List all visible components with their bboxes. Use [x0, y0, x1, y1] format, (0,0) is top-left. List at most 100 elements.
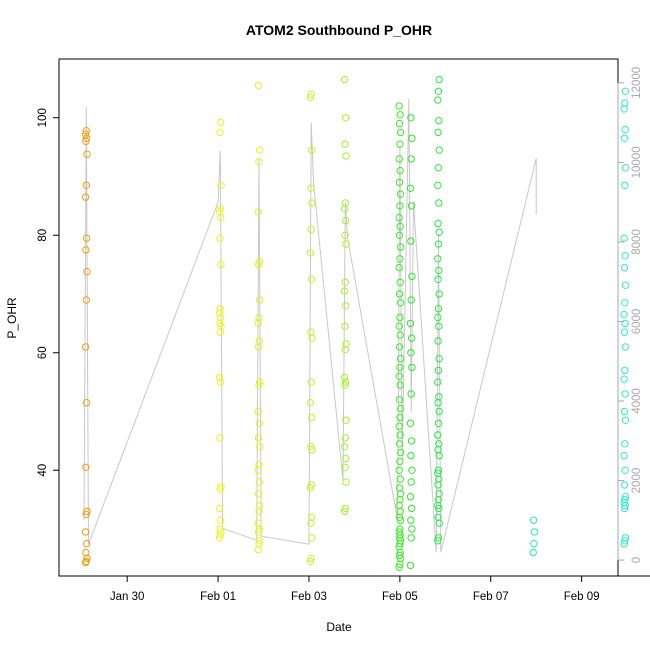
data-point [341, 463, 349, 471]
data-point [215, 208, 224, 216]
data-point [395, 484, 404, 492]
data-point [435, 199, 443, 207]
data-point [396, 111, 404, 119]
y-tick-label: 60 [37, 346, 49, 359]
data-point [340, 75, 349, 84]
data-point [82, 137, 90, 146]
data-point [620, 105, 628, 113]
x-axis-label: Date [326, 620, 352, 634]
data-point [434, 96, 442, 104]
data-point [82, 181, 91, 190]
data-point [217, 516, 225, 524]
data-point [396, 331, 404, 339]
data-point [82, 548, 90, 557]
data-point [435, 228, 443, 237]
data-point [395, 551, 404, 560]
data-point [256, 443, 264, 451]
data-point [396, 313, 404, 322]
data-point [81, 343, 90, 351]
data-point [407, 478, 415, 486]
data-point [406, 419, 415, 427]
data-point [254, 407, 262, 416]
data-point [435, 393, 443, 401]
data-point [395, 213, 403, 222]
data-point [256, 501, 264, 510]
data-point [434, 366, 443, 375]
data-point [342, 240, 350, 248]
data-point [254, 208, 262, 216]
data-point [434, 128, 442, 137]
data-point [621, 390, 629, 398]
data-point [342, 152, 350, 160]
data-point [342, 416, 350, 424]
y2-tick-label: 6000 [631, 309, 643, 335]
data-point [435, 117, 443, 125]
data-point [396, 278, 404, 286]
data-point [621, 181, 629, 190]
data-point [395, 322, 403, 330]
data-point [407, 334, 416, 342]
data-point [435, 440, 443, 448]
data-point [396, 354, 405, 363]
data-point [434, 219, 442, 228]
data-point [529, 516, 538, 524]
data-point [434, 313, 442, 322]
data-point [435, 322, 443, 330]
data-point [621, 440, 629, 448]
data-point [307, 519, 315, 527]
data-point [307, 146, 316, 154]
data-point [254, 343, 263, 351]
data-point [307, 275, 316, 283]
data-point [434, 534, 443, 542]
data-point [308, 534, 316, 542]
data-point [82, 399, 91, 407]
data-point [395, 231, 404, 240]
data-point [216, 305, 225, 313]
data-point [395, 119, 404, 128]
data-point [81, 528, 90, 536]
data-point [396, 381, 404, 389]
data-point [395, 178, 404, 187]
data-point [406, 184, 415, 193]
data-point [215, 373, 224, 382]
data-point [434, 431, 442, 439]
data-point [396, 255, 404, 263]
data-point [435, 266, 443, 275]
data-point [620, 263, 629, 272]
data-point [395, 343, 404, 351]
data-point [81, 130, 90, 138]
data-point [341, 278, 349, 286]
y-tick-label: 80 [37, 229, 49, 242]
y2-tick-label: 10000 [631, 146, 643, 178]
data-point [306, 484, 315, 492]
data-point [307, 443, 315, 451]
data-point [81, 193, 90, 201]
data-point [621, 319, 629, 328]
data-point [396, 525, 404, 533]
data-point [216, 128, 224, 137]
data-point [435, 490, 443, 498]
data-point [255, 419, 263, 427]
secondary-series-lines [83, 98, 537, 553]
data-point [621, 537, 629, 545]
data-point [396, 457, 404, 466]
data-point [407, 504, 416, 513]
data-point [340, 205, 349, 213]
data-point [434, 537, 442, 545]
data-point [434, 305, 443, 313]
data-point [395, 290, 404, 298]
data-point [396, 202, 404, 210]
data-point [307, 513, 316, 521]
data-point [341, 140, 349, 148]
data-point [620, 134, 629, 143]
y-axis-label: P_OHR [5, 297, 19, 339]
data-point [341, 504, 349, 513]
data-point [407, 390, 415, 398]
data-point [434, 469, 442, 477]
data-point [620, 504, 629, 513]
data-point [341, 434, 349, 442]
data-point [308, 199, 316, 207]
data-point [255, 540, 263, 548]
data-point [396, 475, 404, 483]
